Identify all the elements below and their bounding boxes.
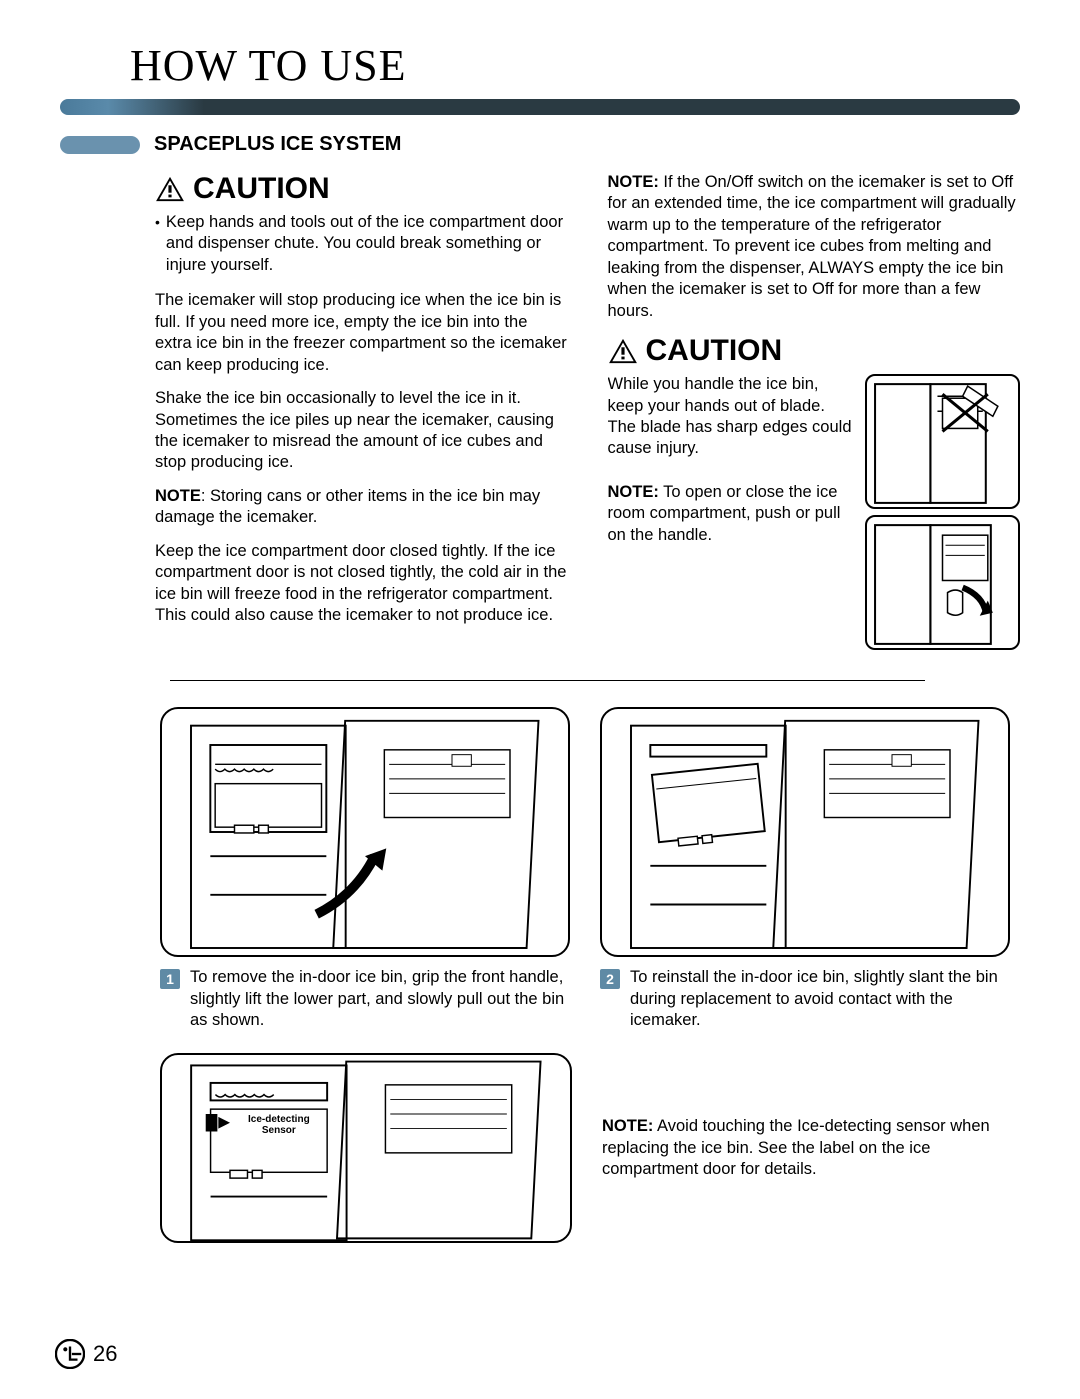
note-label: NOTE: [602,1117,653,1135]
left-column: CAUTION • Keep hands and tools out of th… [155,172,568,650]
left-paragraph-1: The icemaker will stop producing ice whe… [155,290,568,376]
note-text: : Storing cans or other items in the ice… [155,487,540,526]
note-label: NOTE [155,487,201,505]
note-label: NOTE: [608,483,659,501]
right-column: NOTE: If the On/Off switch on the icemak… [608,172,1021,650]
bottom-row: Ice-detecting Sensor NOTE: Avoid touchin… [160,1053,1010,1243]
lg-logo-icon [55,1339,85,1369]
caution-bullet: • Keep hands and tools out of the ice co… [155,212,568,276]
left-paragraph-3: Keep the ice compartment door closed tig… [155,541,568,627]
sensor-callout-label: Ice-detecting Sensor [248,1114,310,1136]
steps-row: 1 To remove the in-door ice bin, grip th… [160,707,1010,1031]
step-number-badge: 1 [160,969,180,989]
warning-icon [155,176,185,202]
step-number-badge: 2 [600,969,620,989]
title-underline [60,99,1020,115]
caution-label: CAUTION [646,334,783,368]
step-2: 2 To reinstall the in-door ice bin, slig… [600,707,1010,1031]
figure-reinstall-bin [600,707,1010,957]
page-footer: 26 [55,1339,117,1369]
caution-heading-left: CAUTION [155,172,568,206]
warning-icon [608,338,638,364]
figure-handle [865,515,1020,650]
reinstall-bin-illustration [602,709,1008,955]
note-text: If the On/Off switch on the icemaker is … [608,173,1016,320]
section-header: SPACEPLUS ICE SYSTEM [60,133,1020,156]
sensor-illustration [162,1055,570,1241]
step-1: 1 To remove the in-door ice bin, grip th… [160,707,570,1031]
figure-blade-warning [865,374,1020,509]
left-paragraph-2: Shake the ice bin occasionally to level … [155,388,568,474]
remove-bin-illustration [162,709,568,955]
page-title: HOW TO USE [130,40,1020,91]
step-1-caption: 1 To remove the in-door ice bin, grip th… [160,967,570,1031]
note-label: NOTE: [608,173,659,191]
bottom-note-text: NOTE: Avoid touching the Ice-detecting s… [602,1116,1010,1180]
figure-sensor: Ice-detecting Sensor [160,1053,572,1243]
caution-label: CAUTION [193,172,330,206]
caution-bullet-text: Keep hands and tools out of the ice comp… [166,212,568,276]
figure-remove-bin [160,707,570,957]
caution-heading-right: CAUTION [608,334,1021,368]
step-2-text: To reinstall the in-door ice bin, slight… [630,967,1010,1031]
two-column-layout: CAUTION • Keep hands and tools out of th… [155,172,1020,650]
step-1-text: To remove the in-door ice bin, grip the … [190,967,570,1031]
page-number: 26 [93,1341,117,1367]
section-heading: SPACEPLUS ICE SYSTEM [154,133,401,156]
bottom-note: NOTE: Avoid touching the Ice-detecting s… [602,1116,1010,1180]
bullet-icon: • [155,212,160,276]
note-text: Avoid touching the Ice-detecting sensor … [602,1117,990,1178]
left-note-1: NOTE: Storing cans or other items in the… [155,486,568,529]
step-2-caption: 2 To reinstall the in-door ice bin, slig… [600,967,1010,1031]
section-divider [170,680,925,681]
handle-illustration [867,517,1018,648]
right-note-1: NOTE: If the On/Off switch on the icemak… [608,172,1021,322]
blade-warning-illustration [867,376,1018,507]
section-pill [60,136,140,154]
